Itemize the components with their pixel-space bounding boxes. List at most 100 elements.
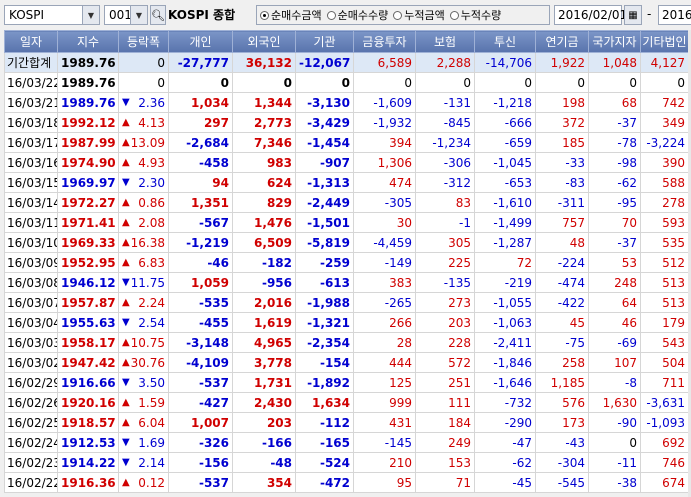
change-cell: ▼ 2.14 [118,452,169,473]
value-cell: 53 [588,252,641,273]
value-cell: -1,218 [474,92,536,113]
column-header[interactable]: 외국인 [232,30,296,53]
change-value: 4.93 [138,155,165,170]
column-header[interactable]: 기관 [295,30,354,53]
change-value: 10.75 [130,335,165,350]
radio-circle-icon[interactable] [326,10,336,20]
value-cell: -304 [535,452,589,473]
market-select[interactable]: KOSPI ▼ [4,5,100,25]
value-cell: 0 [353,72,416,93]
value-cell: -11 [588,452,641,473]
value-cell: -537 [168,372,233,393]
value-cell: 513 [640,272,689,293]
change-cell: ▲ 13.09 [118,132,169,153]
table-row[interactable]: 16/03/09 1952.95 ▲ 6.83 -46 -182 -259 -149 225 72… [4,252,689,273]
change-cell: ▲ 16.38 [118,232,169,253]
change-cell: ▲ 0.86 [118,192,169,213]
table-row[interactable]: 16/03/07 1957.87 ▲ 2.24 -535 2,016 -1,988 -265 2… [4,292,689,313]
value-cell: 111 [415,392,475,413]
table-row[interactable]: 16/03/22 1989.76 0 0 0 0 0 0 0 0 0 0 [4,72,689,93]
table-row[interactable]: 16/03/08 1946.12 ▼ 11.75 1,059 -956 -613 383 -13… [4,272,689,293]
column-header[interactable]: 금융투자 [353,30,416,53]
value-cell: 829 [232,192,296,213]
value-cell: 444 [353,352,416,373]
value-cell: -732 [474,392,536,413]
column-header[interactable]: 개인 [168,30,233,53]
radio-option[interactable]: 순매수수량 [326,7,388,23]
value-cell: -45 [474,472,536,493]
table-row[interactable]: 16/03/18 1992.12 ▲ 4.13 297 2,773 -3,429 -1,932… [4,112,689,133]
change-value: 11.75 [130,275,165,290]
table-row[interactable]: 16/03/02 1947.42 ▲ 30.76 -4,109 3,778 -154 444 5… [4,352,689,373]
vertical-scrollbar[interactable] [688,30,691,497]
date-cell: 16/03/14 [4,192,58,213]
radio-circle-icon[interactable] [260,10,269,20]
value-cell: 46 [588,312,641,333]
value-cell: 757 [535,212,589,233]
up-triangle-icon: ▲ [122,217,130,228]
table-row[interactable]: 16/02/22 1916.36 ▲ 0.12 -537 354 -472 95 71 -45 -5… [4,472,689,493]
date-from-input[interactable]: 2016/02/01 [554,5,627,25]
value-cell: 354 [232,472,296,493]
table-row[interactable]: 기간합계 1989.76 0 -27,777 36,132 -12,067 6,589 2,2… [4,52,689,73]
index-cell: 1987.99 [57,132,119,153]
table-row[interactable]: 16/03/15 1969.97 ▼ 2.30 94 624 -1,313 474 -312 -6… [4,172,689,193]
value-cell: -182 [232,252,296,273]
column-header[interactable]: 연기금 [535,30,589,53]
value-cell: 692 [640,432,689,453]
chevron-down-icon[interactable]: ▼ [82,6,99,24]
change-value: 0.12 [138,475,165,490]
table-row[interactable]: 16/03/03 1958.17 ▲ 10.75 -3,148 4,965 -2,354 28… [4,332,689,353]
column-header[interactable]: 지수 [57,30,119,53]
column-header[interactable]: 투신 [474,30,536,53]
calendar-button[interactable]: ▦ [624,5,642,25]
calendar-icon: ▦ [628,9,638,21]
index-cell: 1974.90 [57,152,119,173]
column-header[interactable]: 일자 [4,30,58,53]
column-header[interactable]: 등락폭 [118,30,169,53]
radio-circle-icon[interactable] [449,10,459,20]
value-cell: 83 [415,192,475,213]
value-cell: 0 [474,72,536,93]
value-cell: -47 [474,432,536,453]
table-row[interactable]: 16/03/14 1972.27 ▲ 0.86 1,351 829 -2,449 -305 83… [4,192,689,213]
radio-option[interactable]: 순매수금액 [260,7,322,23]
table-row[interactable]: 16/03/11 1971.41 ▲ 2.08 -567 1,476 -1,501 30 -1-… [4,212,689,233]
radio-circle-icon[interactable] [393,10,403,20]
value-cell: 474 [353,172,416,193]
value-cell: -3,631 [640,392,689,413]
value-cell: -259 [295,252,354,273]
index-cell: 1946.12 [57,272,119,293]
chevron-down-icon[interactable]: ▼ [130,6,147,24]
up-triangle-icon: ▲ [122,477,130,488]
table-row[interactable]: 16/02/23 1914.22 ▼ 2.14 -156 -48 -524 210 153 -62… [4,452,689,473]
table-row[interactable]: 16/02/29 1916.66 ▼ 3.50 -537 1,731 -1,892 125 25… [4,372,689,393]
table-row[interactable]: 16/03/21 1989.76 ▼ 2.36 1,034 1,344 -3,130 -1,6… [4,92,689,113]
index-cell: 1989.76 [57,72,119,93]
value-cell: 184 [415,412,475,433]
table-row[interactable]: 16/02/26 1920.16 ▲ 1.59 -427 2,430 1,634 999 111… [4,392,689,413]
table-row[interactable]: 16/03/10 1969.33 ▲ 16.38 -1,219 6,509 -5,819 -4… [4,232,689,253]
up-triangle-icon: ▲ [122,297,130,308]
column-header[interactable]: 국가지자 [588,30,641,53]
value-cell: 2,016 [232,292,296,313]
index-cell: 1971.41 [57,212,119,233]
date-to-input[interactable]: 2016/ [658,5,691,25]
search-button[interactable]: 🔍︎ [150,5,166,25]
value-cell: 4,127 [640,52,689,73]
code-select[interactable]: 001 ▼ [104,5,148,25]
column-header[interactable]: 보험 [415,30,475,53]
radio-option[interactable]: 누적금액 [393,7,445,23]
value-cell: -90 [588,412,641,433]
table-row[interactable]: 16/02/25 1918.57 ▲ 6.04 1,007 203 -112 431 184 -2… [4,412,689,433]
table-row[interactable]: 16/03/17 1987.99 ▲ 13.09 -2,684 7,346 -1,454 39… [4,132,689,153]
table-row[interactable]: 16/02/24 1912.53 ▼ 1.69 -326 -166 -165 -145 249-… [4,432,689,453]
value-cell: 225 [415,252,475,273]
column-header[interactable]: 기타법인 [640,30,689,53]
value-cell: 0 [588,72,641,93]
table-row[interactable]: 16/03/16 1974.90 ▲ 4.93 -458 983 -907 1,306 -306… [4,152,689,173]
value-cell: -427 [168,392,233,413]
radio-option[interactable]: 누적수량 [449,7,501,23]
table-row[interactable]: 16/03/04 1955.63 ▼ 2.54 -455 1,619 -1,321 266 20… [4,312,689,333]
value-cell: -265 [353,292,416,313]
